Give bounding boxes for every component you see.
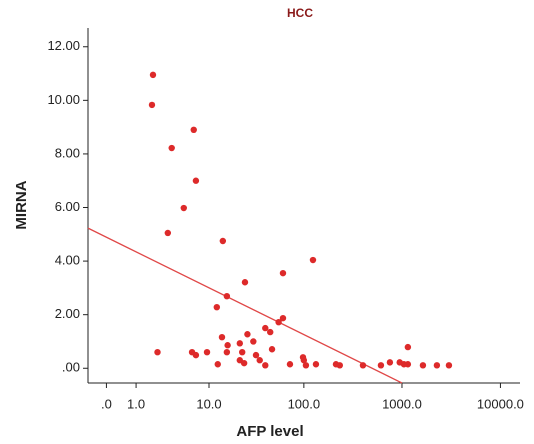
point <box>309 256 317 264</box>
point <box>312 361 320 368</box>
x-axis-title: AFP level <box>236 423 303 440</box>
point <box>267 328 274 336</box>
y-tick-label: 10.00 <box>47 92 80 107</box>
point <box>223 292 231 300</box>
x-tick-label: 1000.0 <box>382 396 422 411</box>
point <box>359 362 367 369</box>
point <box>336 362 343 369</box>
chart-title: HCC <box>287 6 313 20</box>
x-tick-label: 10000.0 <box>477 396 524 411</box>
point <box>404 343 412 351</box>
point <box>445 362 453 369</box>
point <box>299 354 307 361</box>
point <box>236 340 244 347</box>
point <box>279 269 287 277</box>
point <box>250 338 257 345</box>
point <box>168 144 175 152</box>
point <box>386 359 394 366</box>
point <box>279 314 287 322</box>
point <box>433 362 441 369</box>
point <box>262 362 269 369</box>
x-tick-label: 10.0 <box>196 396 221 411</box>
y-axis-title: MIRNA <box>13 180 30 229</box>
point <box>219 237 227 245</box>
point <box>213 303 221 311</box>
point <box>244 331 251 338</box>
point <box>404 361 412 368</box>
x-tick-label: .0 <box>101 396 112 411</box>
point <box>224 342 231 349</box>
y-tick-label: 8.00 <box>55 145 80 160</box>
point <box>286 361 294 368</box>
y-tick-label: 6.00 <box>55 199 80 214</box>
point <box>164 229 172 237</box>
point <box>192 351 200 359</box>
point <box>256 357 263 364</box>
point <box>262 324 269 332</box>
point <box>218 333 226 341</box>
point <box>149 71 157 79</box>
y-tick-label: .00 <box>62 360 80 375</box>
point <box>239 348 246 356</box>
fit-line <box>87 227 403 384</box>
point <box>180 204 187 212</box>
point <box>154 348 161 356</box>
point <box>148 101 156 109</box>
point <box>302 362 310 369</box>
y-tick-label: 2.00 <box>55 306 80 321</box>
point <box>241 279 249 286</box>
y-tick-label: 12.00 <box>47 38 80 53</box>
y-tick-label: 4.00 <box>55 253 80 268</box>
point <box>275 318 282 326</box>
x-tick-label: 100.0 <box>288 396 321 411</box>
point <box>240 359 248 367</box>
point <box>203 348 211 356</box>
point <box>419 362 427 369</box>
point <box>377 362 385 369</box>
point <box>223 348 231 356</box>
x-tick-label: 1.0 <box>127 396 145 411</box>
point <box>268 346 276 353</box>
point <box>252 351 260 359</box>
point <box>192 177 200 184</box>
point <box>190 126 197 134</box>
point <box>214 361 221 368</box>
